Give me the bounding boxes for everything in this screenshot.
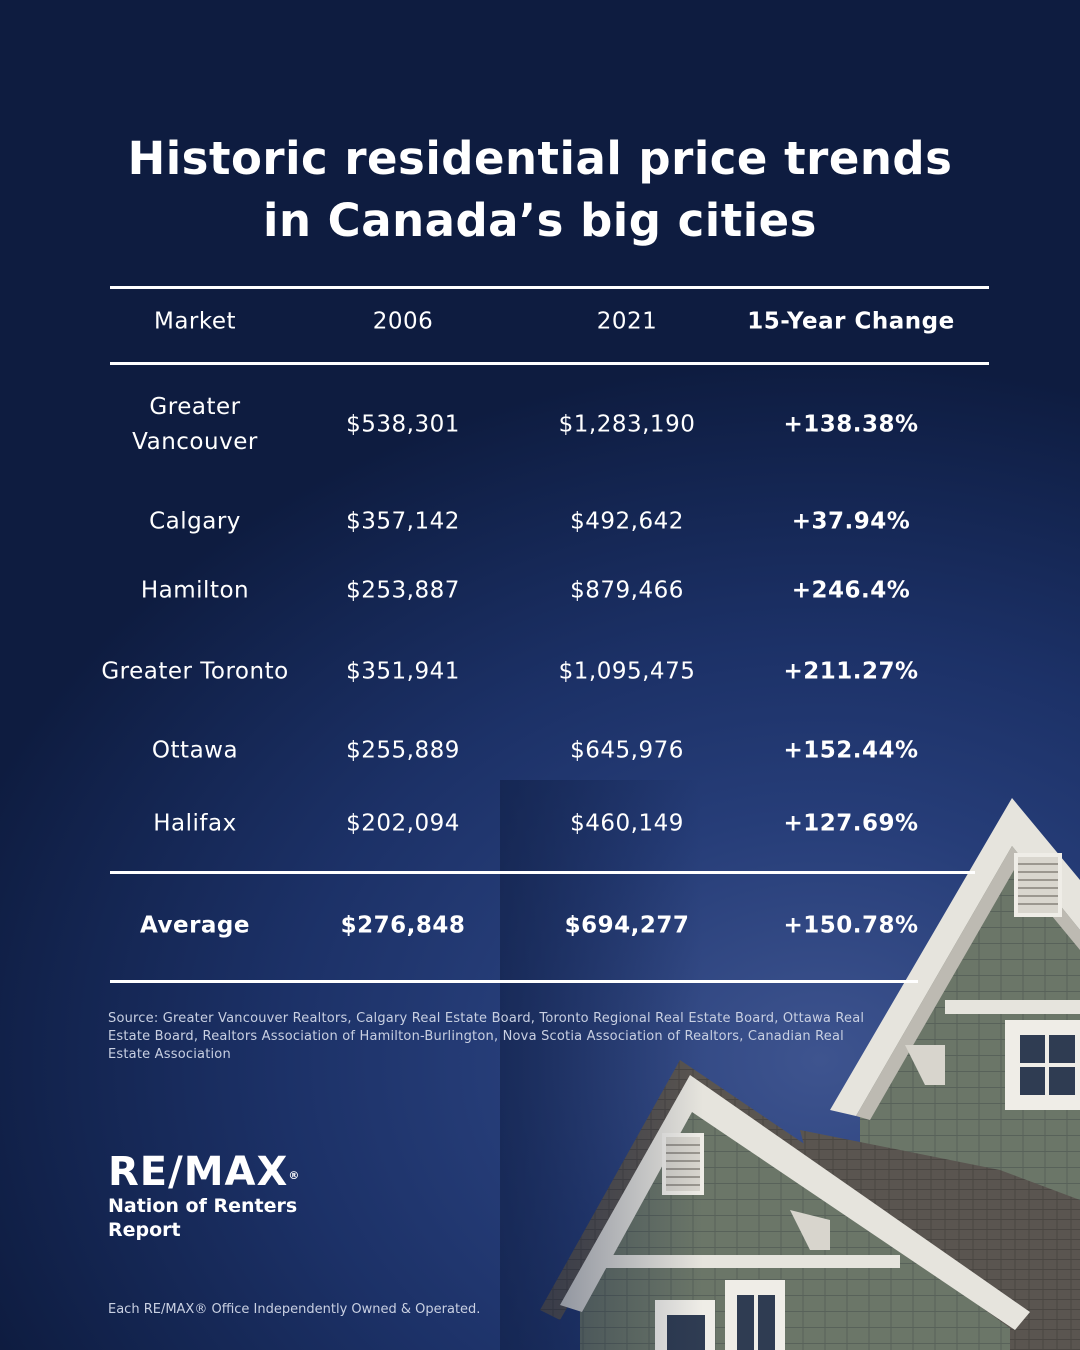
cell-change: +127.69% bbox=[783, 810, 919, 837]
cell-2021: $492,642 bbox=[570, 508, 684, 535]
cell-2021: $1,283,190 bbox=[558, 411, 696, 438]
cell-2021: $645,976 bbox=[570, 737, 684, 764]
column-header-2006: 2006 bbox=[372, 308, 434, 335]
cell-2006: $202,094 bbox=[346, 810, 460, 837]
cell-2006: $351,941 bbox=[346, 658, 460, 685]
logo-subtitle: Nation of Renters Report bbox=[108, 1195, 298, 1241]
cell-change: +211.27% bbox=[783, 658, 919, 685]
cell-change: +152.44% bbox=[783, 737, 919, 764]
average-top-rule bbox=[110, 871, 975, 874]
cell-market: Hamilton bbox=[140, 577, 250, 604]
title-line-2: in Canada’s big cities bbox=[263, 194, 817, 247]
cell-change: +138.38% bbox=[783, 411, 919, 438]
cell-change: +150.78% bbox=[783, 912, 919, 939]
header-bottom-rule bbox=[110, 362, 989, 365]
cell-market: Ottawa bbox=[151, 737, 239, 764]
title-line-1: Historic residential price trends bbox=[127, 132, 953, 185]
cell-2021: $694,277 bbox=[564, 912, 690, 939]
table-top-rule bbox=[110, 286, 989, 289]
cell-2021: $1,095,475 bbox=[558, 658, 696, 685]
source-note: Source: Greater Vancouver Realtors, Calg… bbox=[108, 1011, 865, 1062]
cell-change: +37.94% bbox=[791, 508, 911, 535]
logo-registered-mark: ® bbox=[288, 1169, 301, 1182]
page-title: Historic residential price trends in Can… bbox=[0, 128, 1080, 252]
logo-wordmark-text: RE/MAX bbox=[108, 1149, 289, 1195]
cell-change: +246.4% bbox=[791, 577, 911, 604]
cell-market: Average bbox=[140, 912, 250, 939]
column-header-market: Market bbox=[153, 308, 237, 335]
cell-market: Greater Vancouver bbox=[132, 394, 258, 455]
cell-2006: $538,301 bbox=[346, 411, 460, 438]
cell-2006: $253,887 bbox=[346, 577, 460, 604]
cell-2021: $460,149 bbox=[570, 810, 684, 837]
cell-market: Halifax bbox=[153, 810, 237, 837]
column-header-2021: 2021 bbox=[596, 308, 658, 335]
footer-disclaimer: Each RE/MAX® Office Independently Owned … bbox=[108, 1302, 481, 1317]
table-bottom-rule bbox=[110, 980, 918, 983]
column-header-change: 15-Year Change bbox=[747, 308, 955, 335]
cell-2021: $879,466 bbox=[570, 577, 684, 604]
cell-2006: $276,848 bbox=[340, 912, 466, 939]
cell-2006: $255,889 bbox=[346, 737, 460, 764]
logo-wordmark: RE/MAX® bbox=[108, 1150, 328, 1194]
cell-market: Calgary bbox=[149, 508, 241, 535]
cell-2006: $357,142 bbox=[346, 508, 460, 535]
cell-market: Greater Toronto bbox=[101, 658, 289, 685]
remax-logo: RE/MAX® Nation of Renters Report bbox=[108, 1150, 328, 1242]
